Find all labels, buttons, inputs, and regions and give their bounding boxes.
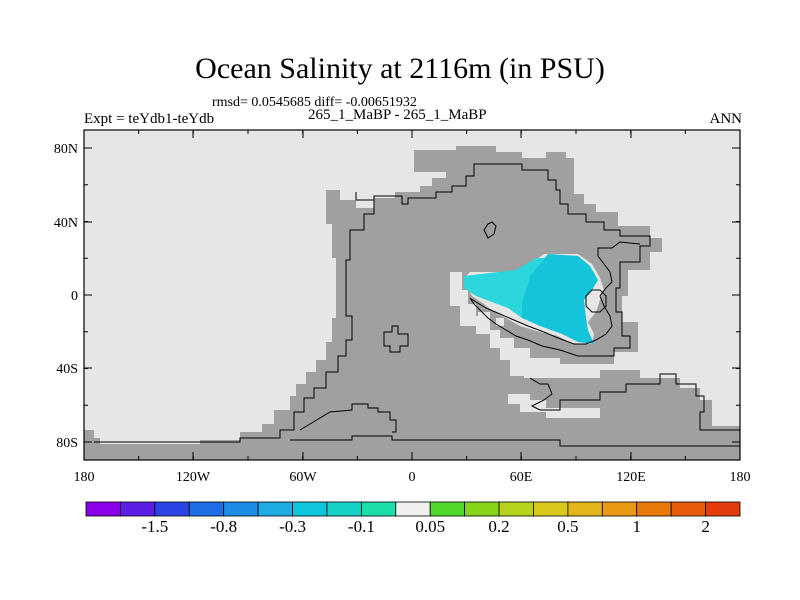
lon-tick-label: 0 <box>409 470 416 485</box>
colorbar-swatch <box>154 501 190 517</box>
lat-tick-label: 40N <box>54 216 78 231</box>
colorbar-label: -0.3 <box>279 517 306 536</box>
colorbar-swatch <box>120 501 156 517</box>
anomaly-patch-light <box>464 258 548 318</box>
anomaly-field <box>464 254 598 344</box>
colorbar-swatch <box>464 501 500 517</box>
colorbar: -1.5 -0.8 -0.3 -0.1 0.05 0.2 0.5 1 2 <box>85 501 741 536</box>
anomaly-patch-dark <box>522 254 598 344</box>
colorbar-swatch <box>85 501 121 517</box>
season-label: ANN <box>709 111 743 127</box>
lon-tick-label: 120E <box>616 470 646 485</box>
colorbar-swatch <box>601 501 638 517</box>
colorbar-swatch <box>188 501 225 517</box>
chart-title: Ocean Salinity at 2116m (in PSU) <box>195 52 605 85</box>
colorbar-swatch <box>670 501 706 517</box>
colorbar-label: 0.05 <box>415 517 445 536</box>
land-mask <box>84 146 740 460</box>
colorbar-swatch <box>567 501 603 517</box>
latitude-axis: 80N 40N 0 40S 80S <box>54 142 740 451</box>
colorbar-swatch <box>498 501 534 517</box>
lat-tick-label: 0 <box>71 289 78 304</box>
lon-tick-label: 60E <box>510 470 533 485</box>
colorbar-label: 0.2 <box>488 517 509 536</box>
colorbar-swatch <box>636 501 672 517</box>
lon-tick-label: 180 <box>730 470 751 485</box>
lon-tick-label: 180 <box>74 470 95 485</box>
colorbar-swatch <box>395 501 431 517</box>
colorbar-label: 2 <box>701 517 710 536</box>
stats-line: rmsd= 0.0545685 diff= -0.00651932 <box>212 95 417 110</box>
period-label: 265_1_MaBP - 265_1_MaBP <box>308 107 487 123</box>
longitude-axis: 180 120W 60W 0 60E 120E 180 <box>74 130 751 485</box>
colorbar-swatch <box>360 501 397 517</box>
lon-tick-label: 120W <box>176 470 211 485</box>
coastlines <box>94 163 740 447</box>
colorbar-label: -1.5 <box>141 517 168 536</box>
lat-tick-label: 40S <box>56 362 78 377</box>
colorbar-swatch <box>533 501 569 517</box>
lat-tick-label: 80N <box>54 142 78 157</box>
colorbar-swatch <box>429 501 466 517</box>
experiment-label: Expt = teYdb1-teYdb <box>84 111 215 127</box>
colorbar-label: 0.5 <box>557 517 578 536</box>
lat-tick-label: 80S <box>56 436 78 451</box>
land-southeast <box>516 370 712 426</box>
colorbar-label: 1 <box>632 517 641 536</box>
colorbar-swatch <box>223 501 259 517</box>
lon-tick-label: 60W <box>289 470 317 485</box>
colorbar-swatch <box>257 501 293 517</box>
colorbar-label: -0.1 <box>348 517 375 536</box>
land-pangaea <box>84 146 740 460</box>
colorbar-swatch <box>326 501 362 517</box>
colorbar-swatch <box>705 501 741 517</box>
colorbar-label: -0.8 <box>210 517 237 536</box>
colorbar-swatch <box>292 501 328 517</box>
